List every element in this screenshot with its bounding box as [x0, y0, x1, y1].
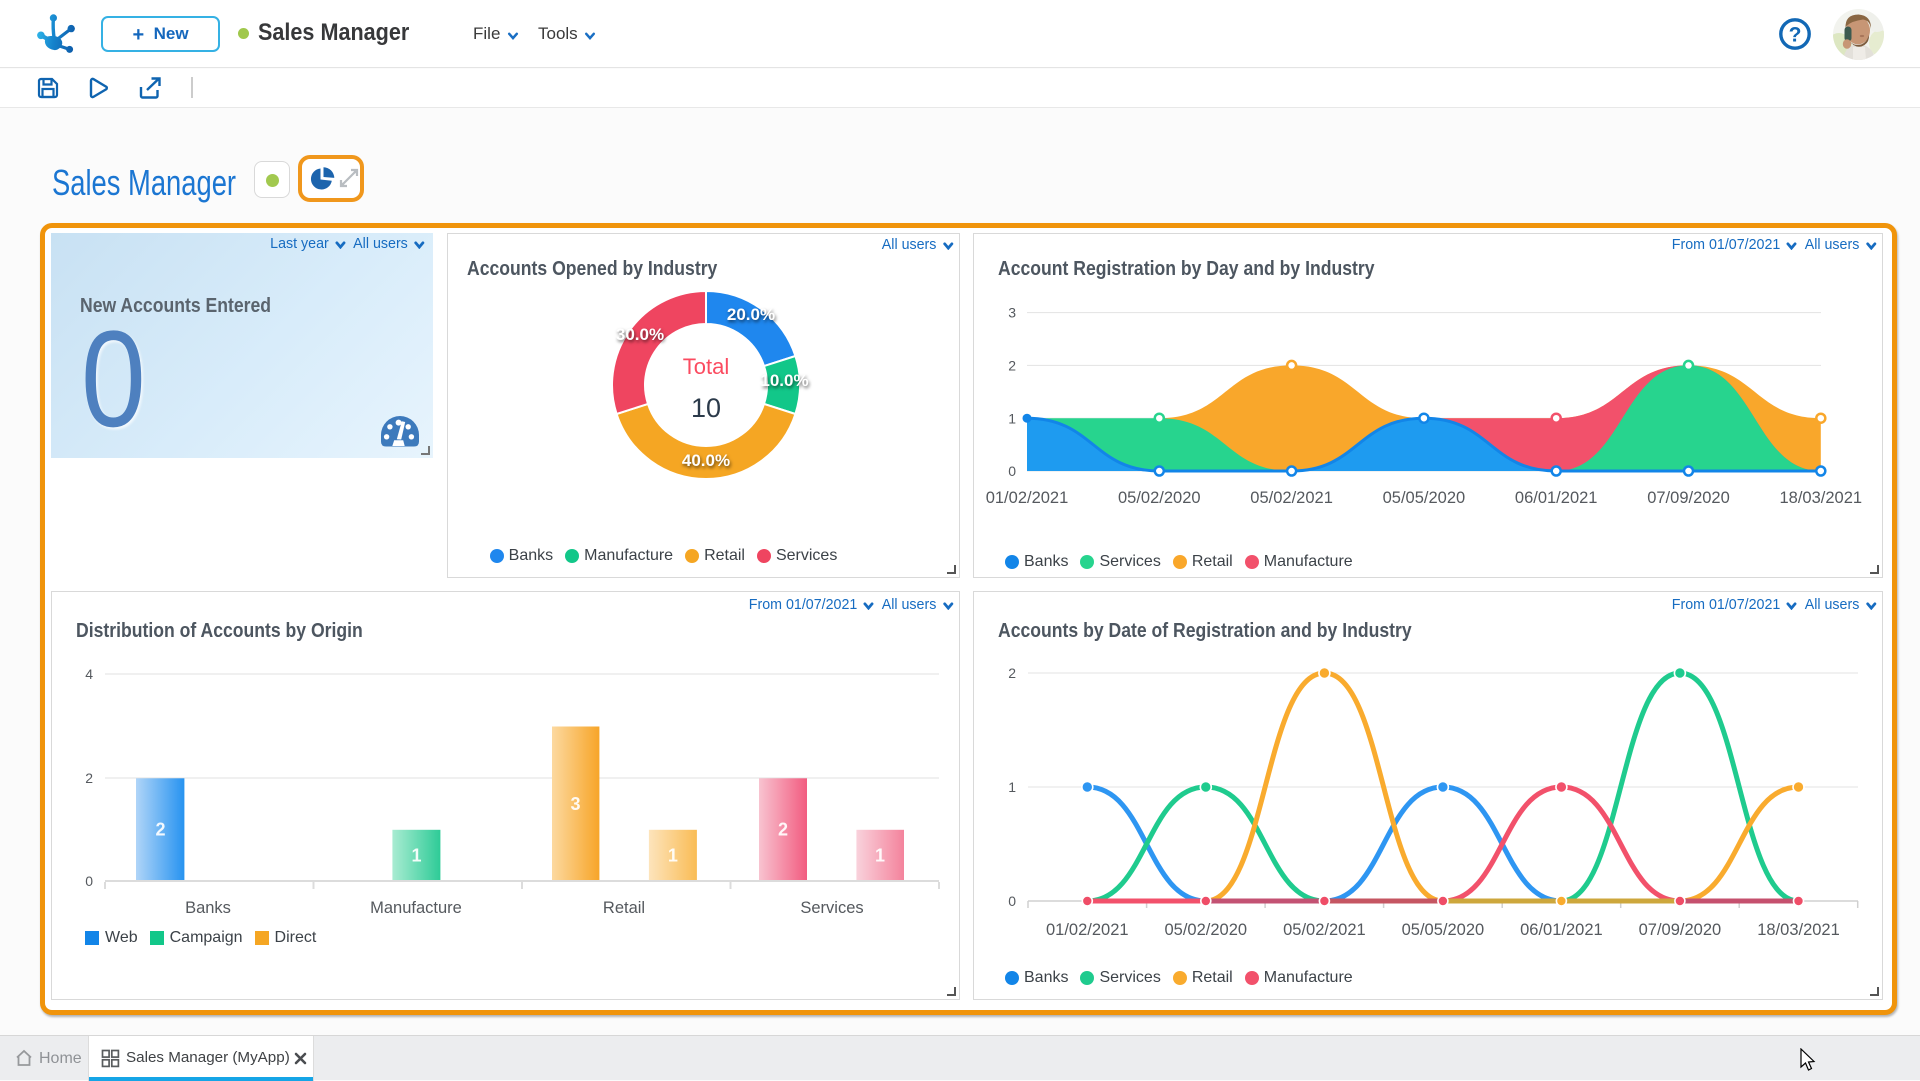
svg-text:05/02/2021: 05/02/2021: [1283, 921, 1366, 939]
svg-text:05/02/2020: 05/02/2020: [1165, 921, 1248, 939]
svg-text:1: 1: [668, 846, 678, 866]
svg-text:0: 0: [1008, 893, 1016, 909]
svg-text:05/02/2020: 05/02/2020: [1118, 489, 1201, 507]
svg-text:2: 2: [778, 820, 788, 840]
svg-text:2: 2: [85, 770, 93, 786]
svg-text:30.0%: 30.0%: [616, 325, 664, 344]
svg-text:Total: Total: [683, 354, 729, 379]
svg-text:20.0%: 20.0%: [727, 305, 775, 324]
svg-text:0: 0: [1008, 463, 1016, 479]
svg-text:Manufacture: Manufacture: [370, 899, 462, 917]
svg-text:?: ?: [1789, 24, 1802, 47]
svg-text:10: 10: [691, 393, 721, 423]
svg-text:1: 1: [1008, 411, 1016, 427]
svg-text:1: 1: [411, 846, 421, 866]
svg-text:07/09/2020: 07/09/2020: [1639, 921, 1722, 939]
svg-text:40.0%: 40.0%: [682, 451, 730, 470]
svg-text:05/02/2021: 05/02/2021: [1250, 489, 1333, 507]
svg-text:3: 3: [1008, 305, 1016, 321]
svg-text:06/01/2021: 06/01/2021: [1520, 921, 1603, 939]
svg-text:2: 2: [1008, 358, 1016, 374]
svg-text:1: 1: [875, 846, 885, 866]
svg-text:01/02/2021: 01/02/2021: [1046, 921, 1129, 939]
svg-text:0: 0: [85, 873, 93, 889]
svg-text:Banks: Banks: [185, 899, 231, 917]
svg-text:18/03/2021: 18/03/2021: [1757, 921, 1840, 939]
svg-text:2: 2: [1008, 665, 1016, 681]
svg-text:2: 2: [155, 820, 165, 840]
svg-text:05/05/2020: 05/05/2020: [1383, 489, 1466, 507]
svg-text:01/02/2021: 01/02/2021: [986, 489, 1069, 507]
svg-text:05/05/2020: 05/05/2020: [1402, 921, 1485, 939]
svg-text:Services: Services: [800, 899, 863, 917]
svg-text:18/03/2021: 18/03/2021: [1780, 489, 1863, 507]
svg-text:Retail: Retail: [603, 899, 645, 917]
svg-text:07/09/2020: 07/09/2020: [1647, 489, 1730, 507]
svg-text:1: 1: [1008, 779, 1016, 795]
svg-text:4: 4: [85, 666, 93, 682]
svg-text:06/01/2021: 06/01/2021: [1515, 489, 1598, 507]
svg-text:3: 3: [570, 794, 580, 814]
svg-text:10.0%: 10.0%: [760, 371, 808, 390]
